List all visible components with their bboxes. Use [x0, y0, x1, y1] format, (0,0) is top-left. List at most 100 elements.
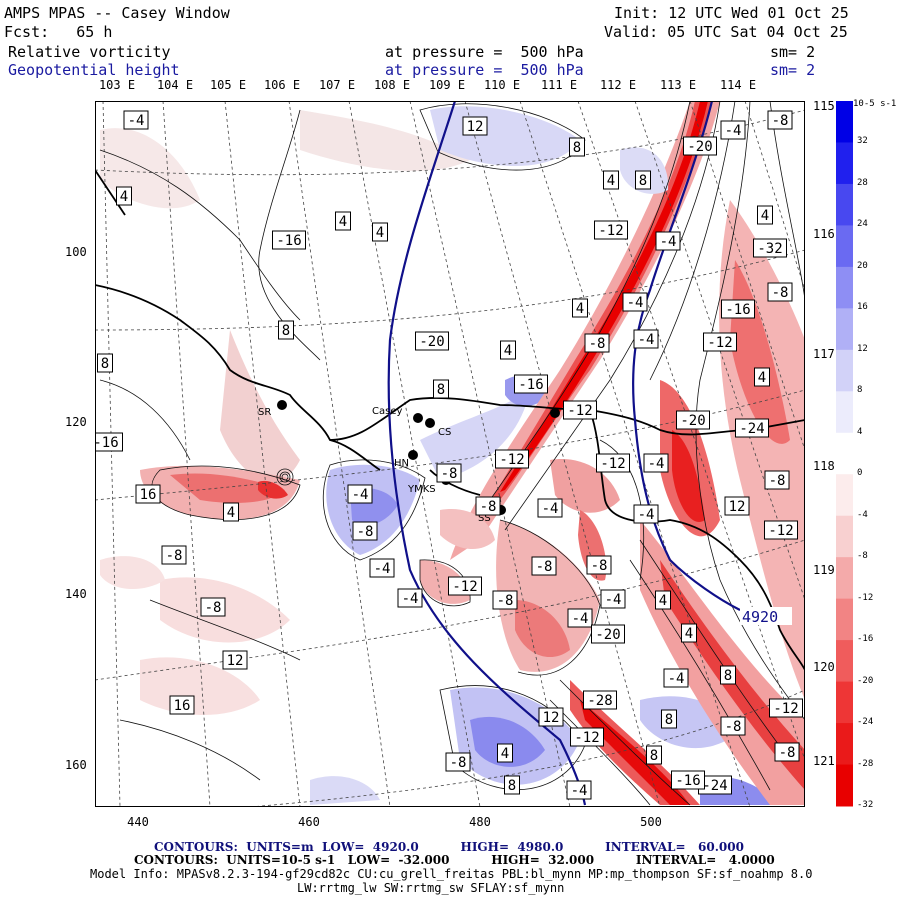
contour-label-box [497, 743, 513, 763]
contour-label-box [600, 589, 626, 609]
contour-label-box [448, 576, 482, 596]
contour-label: -20 [687, 139, 712, 155]
station-label-cs: CS [438, 427, 451, 438]
contour-label: 8 [101, 356, 109, 372]
meridian-line [162, 101, 211, 807]
station-dot [550, 408, 560, 418]
negative-vorticity-area [420, 390, 530, 480]
station-label-sr: SR [258, 407, 271, 418]
contour-label: -12 [768, 523, 793, 539]
contour-label: 8 [665, 712, 673, 728]
height-contour-label: 4920 [742, 608, 778, 626]
contour-label: 4 [120, 189, 128, 205]
contour-line [769, 101, 805, 301]
contour-ring [281, 473, 289, 481]
field1-name: Relative vorticity [8, 43, 171, 61]
colorbar-tick-label: -24 [857, 717, 874, 728]
contour-label-box [369, 558, 395, 578]
colorbar-swatch [836, 681, 853, 724]
contour-label-box [567, 608, 593, 628]
colorbar [836, 101, 853, 807]
lon-label: 109 E [428, 78, 466, 92]
contour-label: -12 [707, 335, 732, 351]
model-title: AMPS MPAS -- Casey Window [4, 4, 230, 22]
lon-label: 111 E [540, 78, 578, 92]
contour-label-box [566, 780, 592, 800]
contour-label: 8 [282, 323, 290, 339]
parallel-line [95, 539, 805, 681]
lon-label: 106 E [263, 78, 301, 92]
contour-label-box [97, 353, 113, 373]
coast-line [95, 284, 805, 441]
colorbar-swatch [836, 142, 853, 185]
colorbar-tick-label: -28 [857, 758, 874, 769]
contour-label-box [676, 410, 710, 430]
meridian-line [409, 101, 571, 807]
contour-label: -8 [480, 499, 497, 515]
contour-label: 4 [227, 505, 235, 521]
contour-label-box [703, 332, 737, 352]
contour-line [119, 719, 261, 781]
contour-label-box [635, 170, 651, 190]
colorbar-swatch [836, 474, 853, 517]
colorbar-swatch [836, 308, 853, 351]
contour-label: -12 [574, 730, 599, 746]
contour-label-box [586, 555, 612, 575]
contour-label-box [223, 502, 239, 522]
station-dot [277, 400, 287, 410]
positive-vorticity-core [515, 600, 570, 658]
coast-line [429, 469, 481, 496]
meridian-line [288, 101, 391, 807]
meridian-line [519, 101, 751, 807]
colorbar-tick-label: 20 [857, 260, 868, 271]
contour-label-box [335, 211, 351, 231]
contour-label-box [135, 484, 161, 504]
meridian-line [577, 101, 805, 761]
field1-smoothing: sm= 2 [770, 43, 816, 61]
colorbar-tick-label: -4 [857, 509, 868, 520]
colorbar-swatch [836, 266, 853, 309]
contour-label: -8 [725, 719, 742, 735]
contour-label: 8 [724, 668, 732, 684]
contour-label-box [415, 331, 449, 351]
parallel-line [95, 249, 805, 331]
contour-label: -16 [276, 233, 301, 249]
contour-label-box [720, 716, 746, 736]
contour-label-box [445, 752, 471, 772]
station-dot [413, 413, 423, 423]
contour-label: 12 [467, 119, 484, 135]
contour-label: -8 [772, 285, 789, 301]
station-label-ss: SS [478, 513, 491, 524]
contour-label: -20 [680, 413, 705, 429]
contour-label-box [764, 470, 790, 490]
contour-label: -28 [587, 693, 612, 709]
field2-smoothing: sm= 2 [770, 61, 816, 79]
contour-label-box [603, 170, 619, 190]
colorbar-swatch [836, 640, 853, 683]
footer-radiation-info: LW:rrtmg_lw SW:rrtmg_sw SFLAY:sf_mynn [297, 881, 565, 895]
meridian-line [634, 101, 805, 601]
contour-line [695, 101, 805, 721]
contour-line [149, 599, 301, 661]
height-contours [387, 101, 741, 806]
init-time: Init: 12 UTC Wed 01 Oct 25 [614, 4, 849, 22]
contour-label: 4 [576, 301, 584, 317]
coastline [95, 169, 805, 671]
contour-label-box [462, 116, 488, 136]
contour-label-box [591, 624, 625, 644]
contour-label: -16 [675, 773, 700, 789]
colorbar-tick-label: -20 [857, 675, 874, 686]
contour-label-box [492, 590, 518, 610]
contour-label: -16 [725, 302, 750, 318]
contour-label: -8 [536, 559, 553, 575]
contour-label: -8 [591, 558, 608, 574]
contour-label-box [633, 329, 659, 349]
contour-label-box [596, 453, 630, 473]
contour-label: -20 [419, 334, 444, 350]
lon-label: 104 E [156, 78, 194, 92]
contour-label: -8 [779, 745, 796, 761]
contour-label: -16 [93, 435, 118, 451]
height-contour-4980 [387, 101, 587, 806]
contour-label: 8 [508, 778, 516, 794]
